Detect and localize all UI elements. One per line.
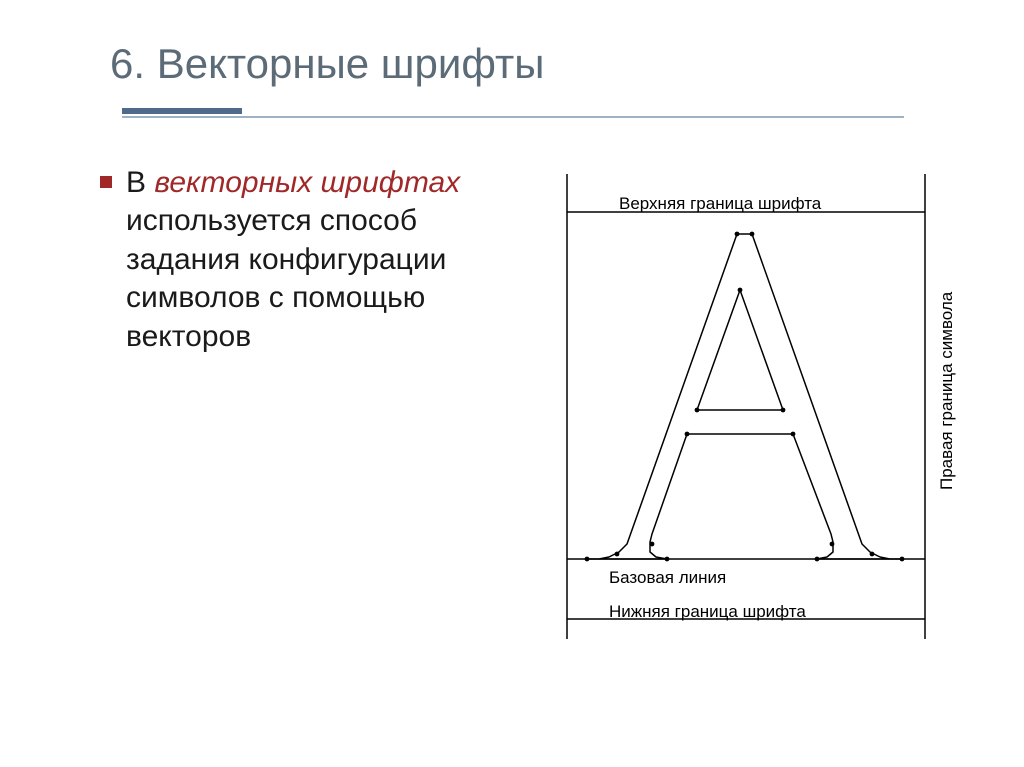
body-rest: используется способ задания конфигурации… [126,204,446,352]
body-prefix: В [126,166,154,199]
title-area: 6. Векторные шрифты [0,0,1024,118]
slide: 6. Векторные шрифты В векторных шрифтах … [0,0,1024,767]
slide-title: 6. Векторные шрифты [110,40,964,88]
diagram-svg [527,164,967,654]
label-right: Правая граница символа [937,250,957,490]
diagram-column: Верхняя граница шрифта Правая граница си… [510,164,984,654]
bullet-item: В векторных шрифтах используется способ … [100,164,500,356]
label-baseline: Базовая линия [609,568,726,588]
label-bottom: Нижняя граница шрифта [609,602,806,622]
label-top: Верхняя граница шрифта [619,194,821,214]
text-column: В векторных шрифтах используется способ … [100,164,500,654]
font-diagram: Верхняя граница шрифта Правая граница си… [527,164,967,654]
body-paragraph: В векторных шрифтах используется способ … [126,164,500,356]
title-underline [122,102,904,118]
content-area: В векторных шрифтах используется способ … [0,118,1024,654]
underline-thick [122,108,242,114]
body-highlight: векторных шрифтах [154,166,460,199]
square-bullet-icon [100,176,112,188]
